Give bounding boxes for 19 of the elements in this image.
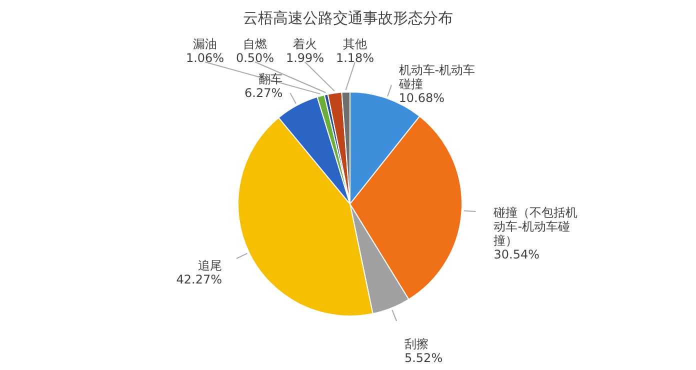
data-label: 1.18% [336,51,374,65]
data-label: 10.68% [398,90,445,105]
data-label: 0.50% [236,51,274,65]
data-label: 1.06% [186,51,224,65]
data-label: 42.27% [176,272,222,287]
chart-title: 云梧高速公路交通事故形态分布 [243,9,453,27]
data-label: 6.27% [244,86,283,100]
slice-label: 自燃 [243,37,267,51]
slice-label: 漏油 [193,37,217,51]
data-label: 30.54% [494,247,540,262]
slice-label: 机动车-机动车碰撞 [398,62,476,91]
data-label: 1.99% [286,51,324,65]
slice-label: 其他 [343,37,367,51]
slice-label: 刮擦 [404,337,428,351]
slice-label: 翻车 [258,72,283,86]
slice-label: 碰撞（不包括机动车-机动车碰撞） [492,205,578,248]
slice-label: 追尾 [198,258,222,273]
data-label: 5.52% [404,351,443,365]
slice-label: 着火 [293,37,317,51]
